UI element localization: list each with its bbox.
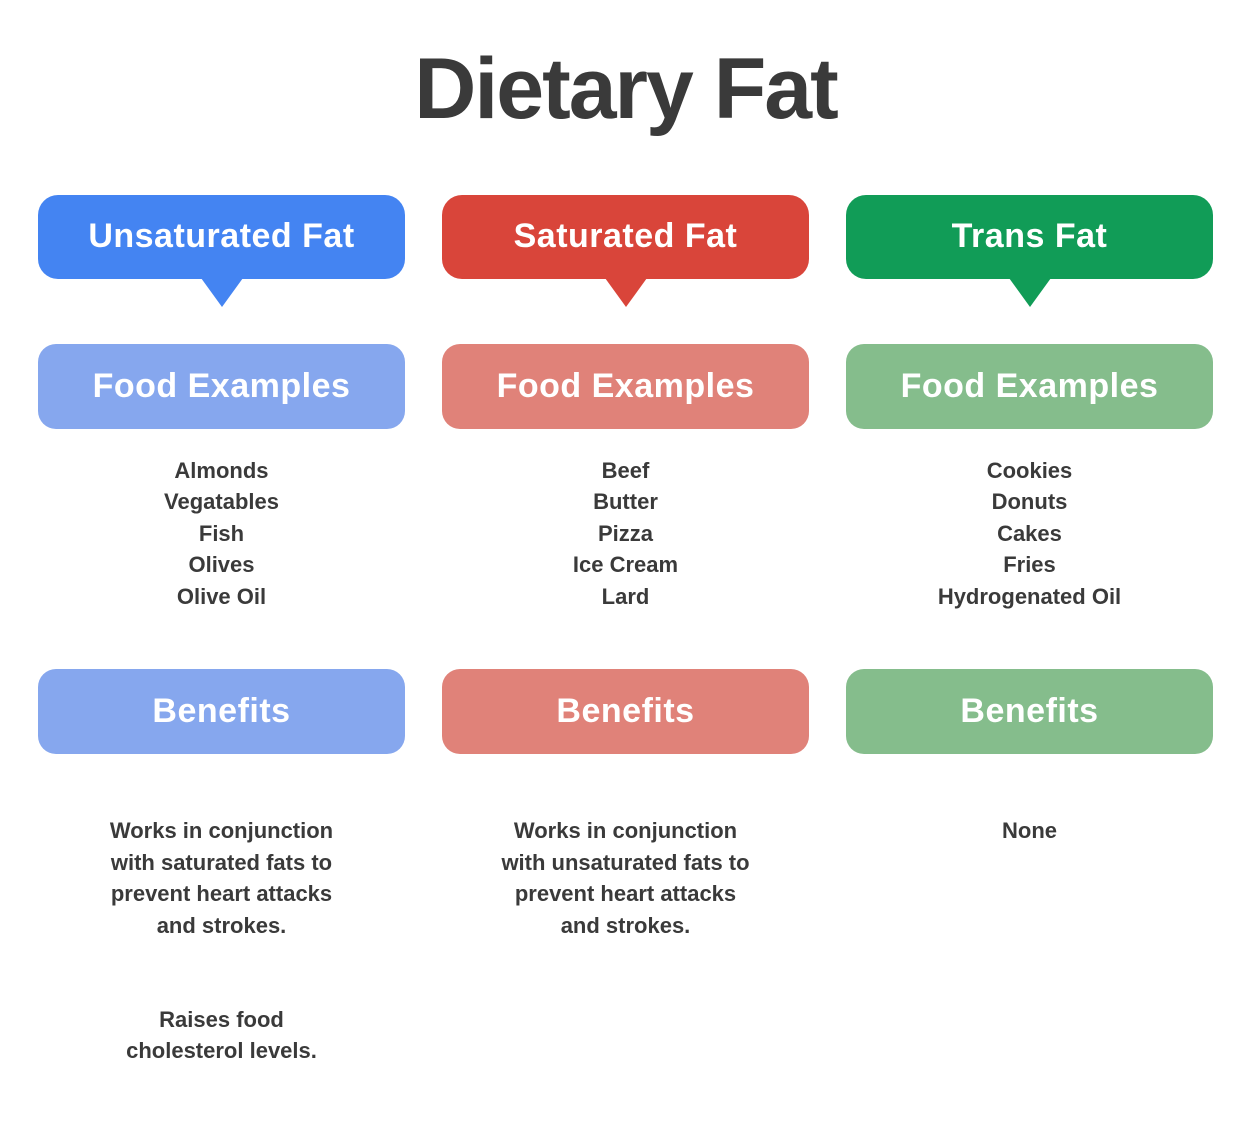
benefit-paragraph: Works in conjunction with saturated fats… — [109, 818, 334, 938]
food-examples-label: Food Examples — [900, 366, 1159, 405]
food-item: Fries — [1003, 552, 1056, 578]
food-examples-box: Food Examples — [442, 343, 809, 429]
fat-type-label: Saturated Fat — [513, 217, 738, 256]
food-examples-label: Food Examples — [496, 366, 755, 405]
food-item: Olive Oil — [176, 583, 267, 609]
benefit-paragraph: None — [1002, 818, 1057, 844]
column-trans-fat: Trans Fat Food Examples Cookies Donuts C… — [846, 194, 1213, 1129]
food-item: Lard — [601, 583, 650, 609]
page-title: Dietary Fat — [414, 41, 839, 137]
fat-type-label: Trans Fat — [951, 217, 1108, 256]
benefits-box: Benefits — [846, 668, 1213, 754]
food-item: Ice Cream — [572, 552, 679, 578]
food-list: Beef Butter Pizza Ice Cream Lard — [573, 455, 678, 613]
fat-type-label: Unsaturated Fat — [88, 217, 355, 256]
food-list: Almonds Vegatables Fish Olives Olive Oil — [164, 455, 279, 613]
food-item: Pizza — [597, 520, 654, 546]
benefits-text: None — [1002, 784, 1057, 910]
speech-bubble-tail — [200, 277, 243, 307]
speech-bubble-tail — [1008, 277, 1051, 307]
food-item: Butter — [593, 489, 658, 515]
food-examples-box: Food Examples — [846, 343, 1213, 429]
benefits-box: Benefits — [442, 668, 809, 754]
benefits-text: Works in conjunction with unsaturated fa… — [501, 784, 749, 1004]
food-item: Beef — [601, 457, 650, 483]
food-examples-label: Food Examples — [92, 366, 351, 405]
benefit-paragraph: Raises food cholesterol levels. — [126, 1006, 317, 1064]
fat-type-header: Saturated Fat — [442, 194, 809, 279]
benefits-label: Benefits — [556, 691, 695, 730]
fat-columns: Unsaturated Fat Food Examples Almonds Ve… — [0, 194, 1251, 1129]
food-item: Almonds — [174, 457, 269, 483]
food-item: Olives — [188, 552, 255, 578]
benefits-box: Benefits — [38, 668, 405, 754]
food-item: Fish — [198, 520, 245, 546]
benefits-label: Benefits — [152, 691, 291, 730]
food-item: Donuts — [991, 489, 1068, 515]
benefits-label: Benefits — [960, 691, 1099, 730]
food-item: Cakes — [997, 520, 1062, 546]
fat-type-header: Unsaturated Fat — [38, 194, 405, 279]
food-item: Vegatables — [164, 489, 279, 515]
food-examples-box: Food Examples — [38, 343, 405, 429]
food-list: Cookies Donuts Cakes Fries Hydrogenated … — [938, 455, 1121, 613]
benefit-paragraph: Works in conjunction with unsaturated fa… — [501, 818, 750, 938]
fat-type-header: Trans Fat — [846, 194, 1213, 279]
benefits-text: Works in conjunction with saturated fats… — [110, 784, 333, 1129]
food-item: Hydrogenated Oil — [937, 583, 1122, 609]
speech-bubble-tail — [604, 277, 647, 307]
column-unsaturated-fat: Unsaturated Fat Food Examples Almonds Ve… — [38, 194, 405, 1129]
food-item: Cookies — [986, 457, 1073, 483]
column-saturated-fat: Saturated Fat Food Examples Beef Butter … — [442, 194, 809, 1129]
